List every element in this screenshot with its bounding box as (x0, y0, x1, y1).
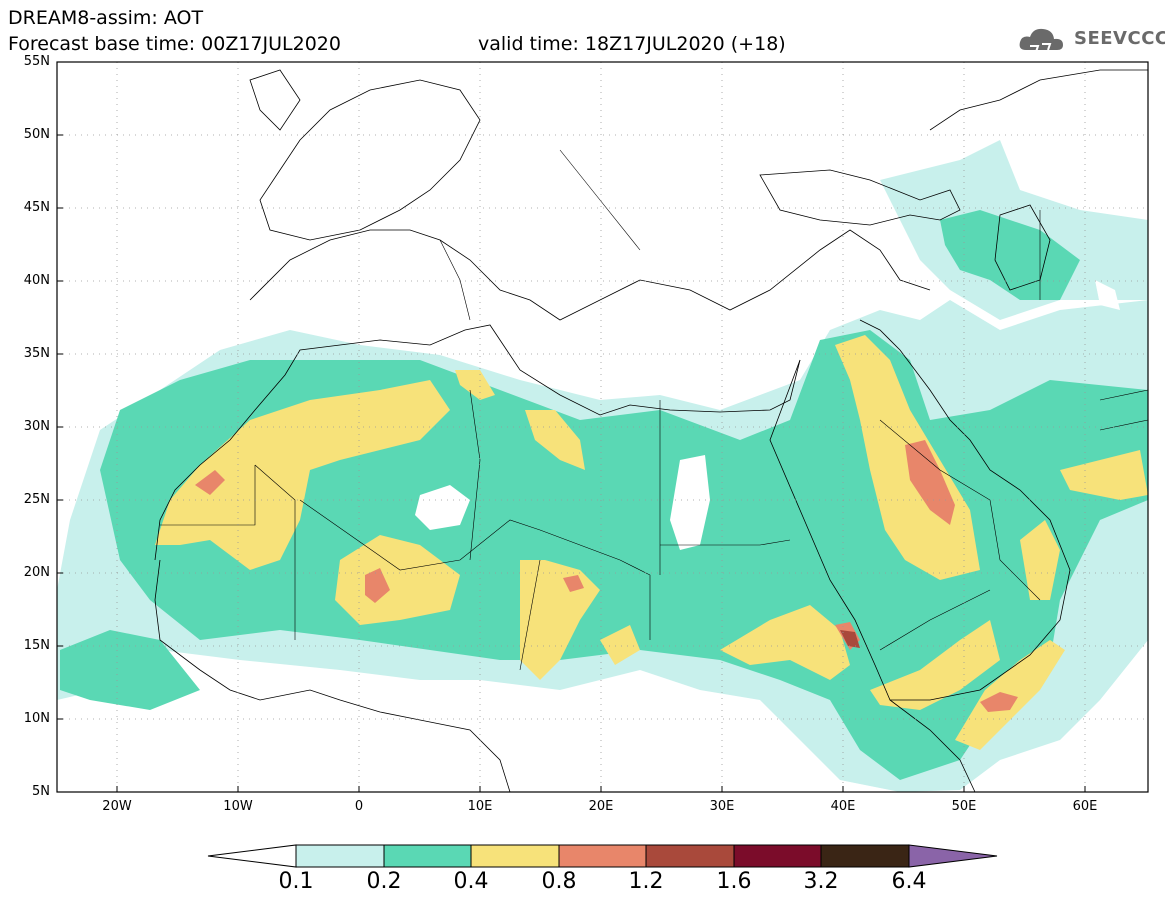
colorbar-label-1-2: 1.2 (628, 869, 664, 894)
lon-label-0: 0 (354, 799, 364, 814)
lat-label-20n: 20N (23, 565, 50, 580)
colorbar-over-arrow (908, 844, 998, 868)
lat-label-25n: 25N (23, 492, 50, 507)
lat-label-30n: 30N (23, 419, 50, 434)
logo-text: SEEVCCC (1074, 28, 1165, 49)
lon-label-40e: 40E (830, 799, 856, 814)
lon-label-60e: 60E (1072, 799, 1098, 814)
lat-label-15n: 15N (23, 638, 50, 653)
lat-label-35n: 35N (23, 346, 50, 361)
colorbar-bin-2 (383, 844, 472, 868)
lon-label-20w: 20W (102, 799, 132, 814)
lon-label-10e: 10E (467, 799, 493, 814)
colorbar-bin-6 (733, 844, 822, 868)
lon-label-20e: 20E (588, 799, 614, 814)
colorbar-label-0-4: 0.4 (453, 869, 489, 894)
cloud-icon (1019, 28, 1063, 53)
colorbar-label-1-6: 1.6 (716, 869, 752, 894)
colorbar-label-0-2: 0.2 (366, 869, 402, 894)
colorbar-bin-4 (558, 844, 647, 868)
axis-ticks (57, 61, 1086, 793)
colorbar-bin-1 (295, 844, 385, 868)
lon-label-50e: 50E (951, 799, 977, 814)
lat-label-50n: 50N (23, 127, 50, 142)
lat-label-5n: 5N (32, 784, 50, 799)
colorbar (207, 844, 998, 868)
colorbar-under-arrow (207, 844, 297, 868)
colorbar-bin-5 (645, 844, 735, 868)
lat-label-45n: 45N (23, 200, 50, 215)
coastlines (154, 69, 1148, 792)
colorbar-label-0-8: 0.8 (541, 869, 577, 894)
forecast-base-time: Forecast base time: 00Z17JUL2020 (8, 33, 341, 55)
lon-label-10w: 10W (223, 799, 253, 814)
borders (160, 149, 1148, 671)
seevccc-logo: SEEVCCC (1016, 22, 1165, 58)
chart-title: DREAM8-assim: AOT (8, 7, 204, 29)
colorbar-label-3-2: 3.2 (803, 869, 839, 894)
valid-time: valid time: 18Z17JUL2020 (+18) (478, 33, 786, 55)
lat-label-55n: 55N (23, 54, 50, 69)
lat-label-10n: 10N (23, 711, 50, 726)
colorbar-bin-3 (470, 844, 560, 868)
lat-label-40n: 40N (23, 273, 50, 288)
lon-label-30e: 30E (709, 799, 735, 814)
aot-fields (57, 140, 1148, 792)
colorbar-label-0-1: 0.1 (278, 869, 314, 894)
colorbar-label-6-4: 6.4 (891, 869, 927, 894)
colorbar-bin-7 (820, 844, 910, 868)
